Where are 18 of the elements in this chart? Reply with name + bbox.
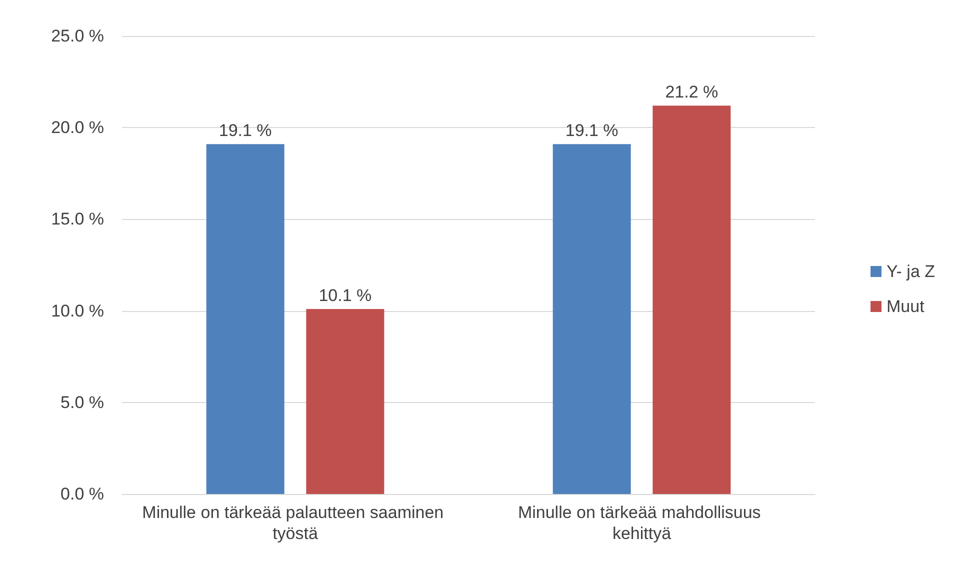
- legend-label: Muut: [886, 297, 925, 316]
- y-tick-label: 15.0 %: [51, 210, 104, 229]
- y-tick-label: 0.0 %: [60, 484, 104, 504]
- data-label: 19.1 %: [565, 121, 618, 140]
- x-tick-label: Minulle on tärkeää palautteen saaminen työstä: [142, 503, 448, 543]
- data-label: 19.1 %: [218, 121, 272, 140]
- bar: [206, 144, 284, 494]
- bar: [306, 308, 384, 494]
- x-tick-label: Minulle on tärkeää mahdollisuus kehittyä: [518, 503, 766, 543]
- y-tick-label: 5.0 %: [60, 392, 104, 412]
- y-tick-label: 25.0 %: [51, 26, 104, 46]
- data-label: 21.2 %: [665, 82, 718, 102]
- data-label: 10.1 %: [318, 286, 372, 305]
- y-tick-label: 10.0 %: [51, 301, 104, 320]
- legend-label: Y- ja Z: [886, 262, 936, 281]
- y-tick-label: 20.0 %: [51, 118, 104, 138]
- bar: [652, 106, 731, 494]
- bar: [552, 144, 631, 494]
